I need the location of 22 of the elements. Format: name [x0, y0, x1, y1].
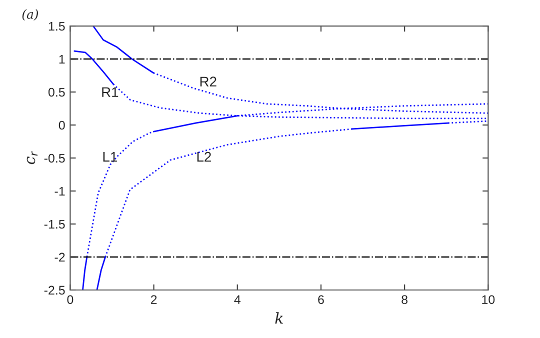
y-axis-title: c$_{r}$ [26, 151, 38, 164]
x-tick-label: 6 [318, 295, 324, 304]
x-tick-label: 4 [234, 295, 240, 304]
y-tick-label: -1 [54, 186, 65, 196]
x-tick-label: 8 [402, 295, 408, 304]
y-tick-label: -2.5 [44, 286, 65, 295]
annotation: L2 [197, 152, 211, 162]
x-tick-label: 10 [482, 295, 495, 304]
x-axis-title: k [275, 312, 283, 324]
y-tick-label: 0.5 [48, 88, 65, 97]
y-tick-label: -1.5 [44, 220, 65, 229]
x-tick-label: 2 [150, 295, 157, 304]
y-tick-label: -2 [54, 252, 65, 262]
y-tick-label: -0.5 [44, 154, 65, 163]
y-tick-label: 1 [59, 54, 65, 64]
y-tick-label: 0 [58, 120, 65, 130]
annotation: L1 [103, 152, 117, 162]
x-tick-label: 0 [67, 295, 74, 304]
annotation: R1 [102, 87, 118, 97]
annotation: R2 [200, 76, 216, 86]
text: (a) [22, 9, 38, 21]
y-tick-label: 1.5 [48, 22, 65, 31]
